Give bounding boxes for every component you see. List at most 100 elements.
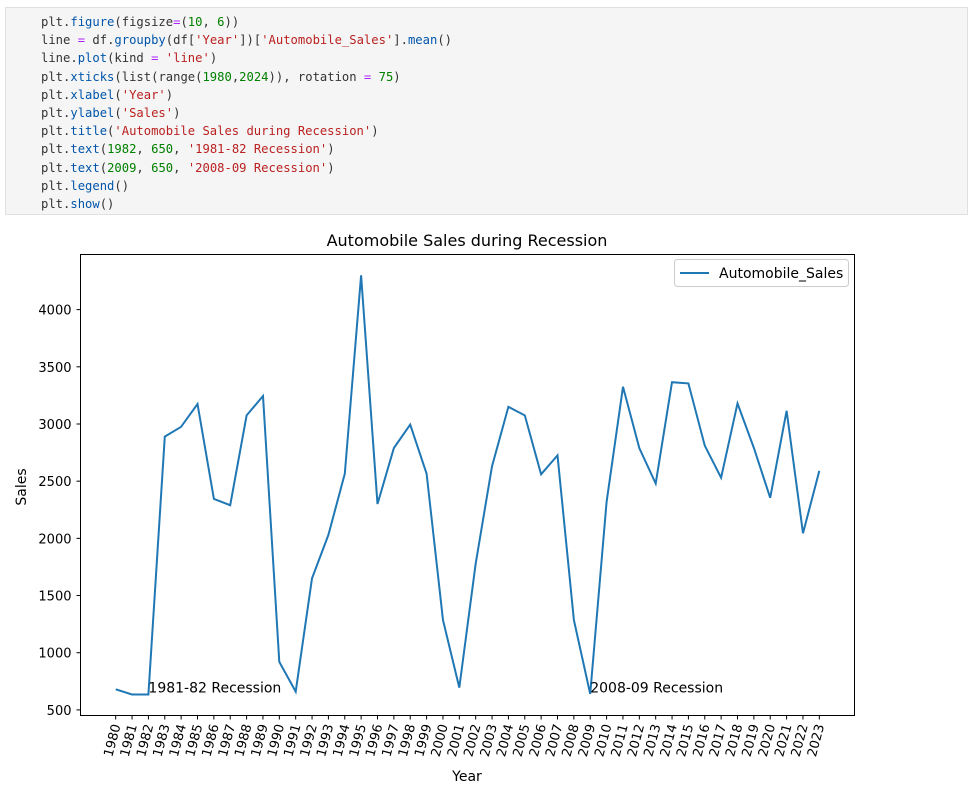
code-token: . <box>63 105 71 120</box>
code-token: '1981-82 Recession' <box>187 142 328 157</box>
code-token: 'Sales' <box>121 105 174 120</box>
y-tick-label: 4000 <box>38 304 71 319</box>
code-token: , <box>173 142 188 157</box>
y-tick-label: 1500 <box>38 590 71 605</box>
code-token: ( <box>151 69 159 84</box>
code-token: . <box>63 196 71 211</box>
code-editor[interactable]: plt.figure(figsize=(10, 6)) line = df.gro… <box>41 13 452 213</box>
series-line-automobile-sales <box>115 275 821 696</box>
annotation-text: 2008-09 Recession <box>590 681 723 697</box>
code-token: ])[ <box>239 33 262 48</box>
code-token: 75 <box>378 69 394 84</box>
code-token: kind <box>114 51 144 66</box>
code-line: plt.text(1982, 650, '1981-82 Recession') <box>41 140 452 158</box>
code-token: = <box>356 69 379 84</box>
code-token: plot <box>77 51 108 66</box>
code-token: ) <box>209 51 218 66</box>
code-token: 'Year' <box>121 87 166 102</box>
code-token: rotation <box>297 69 357 84</box>
code-token: , <box>231 69 240 84</box>
code-token: plt <box>41 142 64 157</box>
code-line: plt.ylabel('Sales') <box>41 104 452 122</box>
code-token: range <box>158 69 196 84</box>
code-token: [ <box>187 33 196 48</box>
code-token: ( <box>195 69 203 84</box>
code-token: 1982 <box>107 142 137 157</box>
code-line: plt.xlabel('Year') <box>41 86 452 104</box>
y-tick-label: 3500 <box>38 361 71 376</box>
code-token: text <box>70 160 100 175</box>
code-token: . <box>107 33 115 48</box>
code-token: = <box>70 33 93 48</box>
code-token: 1980 <box>202 69 232 84</box>
code-token: ( <box>99 160 108 175</box>
code-token: list <box>121 69 152 84</box>
code-token: figsize <box>121 15 174 29</box>
legend-box <box>674 259 849 287</box>
y-axis: 500 1000 1500 2000 2500 3000 3500 4000 <box>38 304 81 719</box>
code-token: plt <box>41 15 64 29</box>
code-token: . <box>63 142 71 157</box>
code-token: text <box>70 142 100 157</box>
code-line: plt.xticks(list(range(1980,2024)), rotat… <box>41 68 452 86</box>
code-token: ) <box>165 87 174 102</box>
code-token: , <box>136 142 152 157</box>
code-token: ( <box>107 51 115 66</box>
code-token: ( <box>114 87 122 102</box>
code-token: line <box>41 33 71 48</box>
code-token: 'Automobile Sales during Recession' <box>114 124 372 139</box>
code-line: plt.legend() <box>41 177 452 195</box>
code-token: ( <box>114 69 122 84</box>
code-token: plt <box>41 124 64 139</box>
code-token: plt <box>41 196 64 211</box>
code-token: () <box>114 178 130 193</box>
code-token: plt <box>41 87 64 102</box>
code-token: title <box>70 124 108 139</box>
code-token: ) <box>393 69 401 84</box>
code-token: 6 <box>217 15 225 29</box>
code-token: ) <box>327 160 335 175</box>
code-token: = <box>143 51 166 66</box>
code-token: , <box>136 160 152 175</box>
code-line: plt.title('Automobile Sales during Reces… <box>41 122 452 140</box>
chart-title: Automobile Sales during Recession <box>327 231 608 250</box>
code-token: ) <box>371 124 379 139</box>
code-token: ( <box>165 33 174 48</box>
code-line: plt.text(2009, 650, '2008-09 Recession') <box>41 159 452 177</box>
code-token: . <box>63 178 71 193</box>
code-token: xlabel <box>70 87 115 102</box>
code-token: 2024 <box>239 69 269 84</box>
code-token: . <box>70 51 78 66</box>
code-token: legend <box>70 178 115 193</box>
code-token: . <box>63 87 71 102</box>
x-axis: 1980198119821983198419851986198719881989… <box>101 715 828 759</box>
code-token: plt <box>41 69 64 84</box>
code-token: figure <box>70 15 115 29</box>
code-token: = <box>173 15 181 29</box>
y-tick-label: 1000 <box>38 647 71 662</box>
code-line: plt.figure(figsize=(10, 6)) <box>41 13 452 31</box>
code-token: . <box>63 124 71 139</box>
code-token: 'Year' <box>195 33 240 48</box>
legend-label: Automobile_Sales <box>719 266 843 282</box>
code-token: 'Automobile_Sales' <box>261 33 394 48</box>
code-token: () <box>99 196 115 211</box>
code-token: groupby <box>114 33 166 48</box>
code-token: plt <box>41 160 64 175</box>
code-cell[interactable]: plt.figure(figsize=(10, 6)) line = df.gro… <box>5 7 968 215</box>
code-token: )), <box>268 69 298 84</box>
code-token: show <box>70 196 100 211</box>
y-tick-label: 2500 <box>38 475 71 490</box>
code-token: 650 <box>151 142 174 157</box>
code-token: . <box>63 15 71 29</box>
code-token: plt <box>41 178 64 193</box>
annotation-text: 1981-82 Recession <box>148 681 281 697</box>
code-token: ( <box>114 15 122 29</box>
code-token: , <box>202 15 218 29</box>
code-token: ( <box>180 15 188 29</box>
code-token: df <box>173 33 188 48</box>
plot-area <box>80 254 855 716</box>
code-line: line.plot(kind = 'line') <box>41 49 452 67</box>
code-line: line = df.groupby(df['Year'])['Automobil… <box>41 31 452 49</box>
